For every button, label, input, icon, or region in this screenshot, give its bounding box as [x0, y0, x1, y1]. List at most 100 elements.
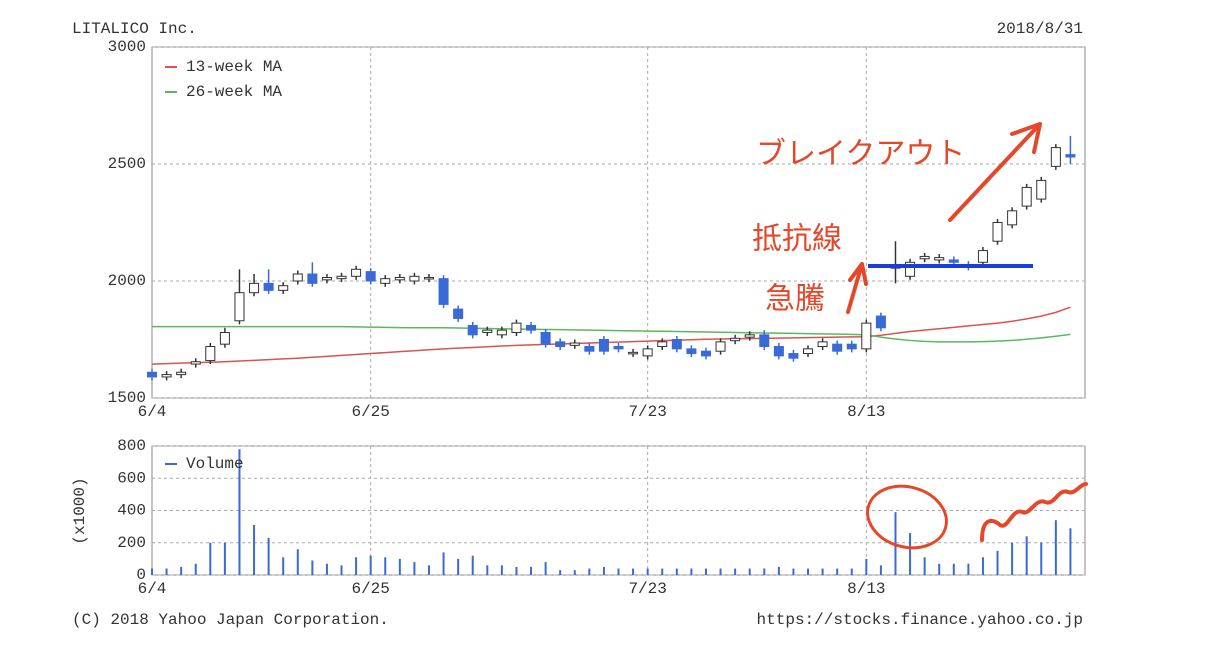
y-tick-label: 600 — [117, 469, 146, 487]
volume-bar — [588, 568, 591, 575]
volume-bar — [850, 568, 853, 575]
volume-bar — [1069, 528, 1072, 575]
volume-bar — [471, 555, 474, 575]
volume-bar — [311, 560, 314, 575]
volume-bar — [923, 557, 926, 575]
legend-label: 13-week MA — [186, 58, 282, 76]
volume-bar — [165, 568, 168, 575]
candle-body — [321, 276, 332, 281]
volume-bar — [340, 565, 343, 575]
candle-body — [453, 308, 464, 319]
volume-bar — [151, 568, 153, 575]
candle-body — [584, 346, 595, 352]
candle-body — [744, 334, 755, 338]
candle-body — [715, 341, 726, 352]
volume-bar — [1025, 536, 1028, 575]
candle-body — [569, 342, 580, 346]
x-tick-label: 6/4 — [138, 403, 167, 421]
volume-bar — [194, 563, 197, 575]
candle-body — [161, 374, 172, 378]
candle-body — [977, 250, 988, 263]
ma-line — [151, 306, 1071, 365]
volume-bar — [967, 563, 970, 575]
x-tick-label: 7/23 — [628, 580, 666, 598]
candle-body — [467, 324, 478, 336]
volume-bar — [704, 568, 707, 575]
volume-bar — [238, 449, 241, 575]
candle-body — [817, 341, 828, 348]
candle-body — [409, 275, 420, 282]
volume-bar — [442, 552, 445, 575]
volume-bar — [602, 566, 605, 575]
volume-bar — [369, 555, 372, 575]
candle-body — [205, 346, 216, 362]
x-tick-label: 7/23 — [628, 403, 666, 421]
volume-bar — [938, 563, 941, 575]
candle-body — [934, 257, 945, 261]
annotation: ブレイクアウト — [756, 137, 965, 172]
volume-bar — [1054, 520, 1057, 575]
x-tick-label: 6/4 — [138, 580, 167, 598]
volume-bar — [384, 557, 387, 575]
candle-body — [307, 273, 318, 284]
candle-body — [759, 334, 770, 348]
candle-body — [832, 343, 843, 352]
candle-body — [613, 346, 624, 350]
y-tick-label: 2500 — [108, 155, 146, 173]
volume-bar — [486, 565, 489, 575]
candle-body — [176, 371, 187, 376]
candle-body — [905, 261, 916, 277]
credit: (C) 2018 Yahoo Japan Corporation. — [72, 611, 389, 629]
candle-body — [438, 278, 449, 305]
candle-body — [190, 361, 201, 365]
chart-date: 2018/8/31 — [997, 20, 1083, 38]
candle-body — [1065, 154, 1076, 158]
candle-body — [598, 339, 609, 352]
volume-bar — [952, 563, 955, 575]
volume-bar — [632, 568, 635, 575]
candle-body — [1050, 147, 1061, 167]
volume-bar — [253, 525, 256, 575]
candle-body — [686, 348, 697, 355]
y-axis-label: (x1000) — [71, 477, 89, 544]
candle-body — [730, 337, 741, 342]
volume-bar — [427, 565, 430, 575]
surge-arrow — [846, 262, 868, 314]
candle-body — [1036, 179, 1047, 200]
volume-bar — [1011, 542, 1014, 575]
volume-bar — [996, 550, 999, 575]
candle-body — [1007, 210, 1018, 226]
candle-body — [263, 282, 274, 291]
candle-body — [671, 339, 682, 350]
y-tick-label: 1500 — [108, 389, 146, 407]
candle-body — [292, 273, 303, 282]
volume-bar — [500, 565, 503, 575]
volume-bar — [209, 542, 212, 575]
candle-body — [496, 329, 507, 336]
chart-title: LITALICO Inc. — [72, 20, 197, 38]
candle-body — [919, 255, 930, 260]
candle-body — [219, 331, 230, 345]
candle-body — [278, 285, 289, 291]
candle-body — [336, 275, 347, 280]
volume-bar — [515, 566, 518, 575]
annotation-shapes — [846, 122, 1088, 550]
candle-body — [992, 222, 1003, 242]
x-tick-label: 8/13 — [847, 403, 885, 421]
annotation: 抵抗線 — [752, 222, 842, 257]
volume-bar — [734, 568, 737, 575]
volume-bar — [821, 568, 824, 575]
candle-body — [861, 322, 872, 350]
candle-body — [365, 271, 376, 282]
volume-bar — [675, 568, 678, 575]
x-tick-label: 6/25 — [351, 403, 389, 421]
volume-bar — [457, 558, 460, 575]
legend-label: 26-week MA — [186, 83, 282, 101]
candle-body — [146, 371, 158, 378]
y-tick-label: 800 — [117, 437, 146, 455]
volume-bar — [223, 542, 226, 575]
volume-bar — [267, 537, 270, 575]
candle-body — [642, 348, 653, 357]
